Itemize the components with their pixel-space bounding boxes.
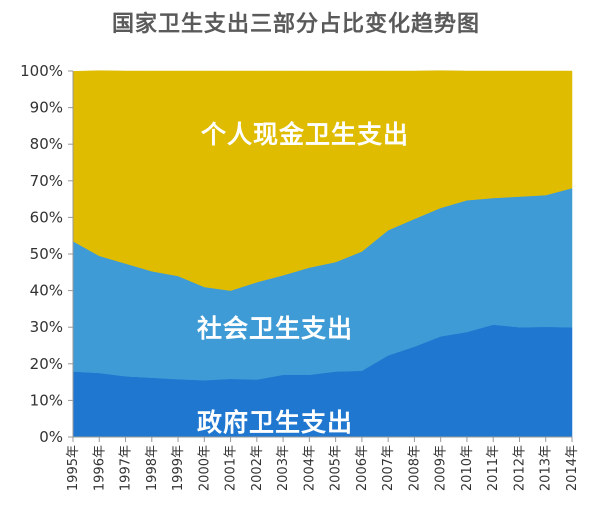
- x-tick-label: 2010年: [460, 445, 475, 491]
- y-tick-label: 20%: [30, 355, 63, 373]
- x-tick-label: 2000年: [197, 445, 212, 491]
- x-tick-label: 2002年: [250, 445, 265, 491]
- y-tick-label: 60%: [30, 208, 63, 226]
- x-tick-label: 2005年: [329, 445, 344, 491]
- y-tick-label: 100%: [20, 62, 63, 80]
- y-tick-label: 80%: [30, 135, 63, 153]
- x-tick-label: 2008年: [407, 445, 422, 491]
- x-tick-label: 2012年: [512, 445, 527, 491]
- y-tick-label: 50%: [30, 245, 63, 263]
- x-tick-label: 2011年: [486, 445, 501, 491]
- x-tick-label: 2004年: [302, 445, 317, 491]
- x-tick-label: 2007年: [381, 445, 396, 491]
- x-tick-label: 2014年: [565, 445, 580, 491]
- y-tick-label: 40%: [30, 282, 63, 300]
- x-tick-label: 2001年: [224, 445, 239, 491]
- area-series-2: [72, 70, 573, 291]
- chart-title: 国家卫生支出三部分占比变化趋势图: [111, 12, 480, 37]
- x-tick-label: 1998年: [145, 445, 160, 491]
- y-tick-label: 10%: [30, 391, 63, 409]
- y-tick-label: 30%: [30, 318, 63, 336]
- area-label-1: 社会卫生支出: [197, 314, 353, 343]
- y-tick-label: 70%: [30, 172, 63, 190]
- x-tick-label: 2006年: [355, 445, 370, 491]
- x-tick-label: 2003年: [276, 445, 291, 491]
- x-tick-label: 1996年: [92, 445, 107, 491]
- area-label-0: 政府卫生支出: [197, 408, 353, 437]
- y-tick-label: 90%: [30, 99, 63, 117]
- x-tick-label: 2009年: [434, 445, 449, 491]
- area-label-2: 个人现金卫生支出: [201, 120, 409, 149]
- x-tick-label: 1999年: [171, 445, 186, 491]
- x-tick-label: 1995年: [66, 445, 81, 491]
- x-tick-label: 2013年: [539, 445, 554, 491]
- y-tick-label: 0%: [39, 428, 63, 446]
- x-tick-label: 1997年: [119, 445, 134, 491]
